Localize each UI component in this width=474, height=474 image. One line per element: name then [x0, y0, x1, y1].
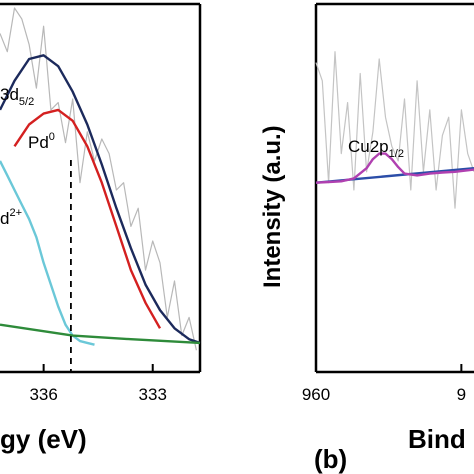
panel-a-tick-label-0: 336	[29, 385, 57, 404]
panel-b-tick-label-0: 960	[302, 385, 330, 404]
pd3d-label: 3d5/2	[0, 85, 34, 108]
panel-a-series-1	[0, 54, 201, 345]
panel-b: 960 9 Cu2p1/2 Intensity (a.u.) Bind (b)	[259, 2, 474, 474]
panel-b-x-title: Bind	[408, 424, 466, 454]
panel-b-y-title: Intensity (a.u.)	[259, 125, 286, 288]
cu2p-label: Cu2p1/2	[348, 137, 404, 160]
panel-a-x-title: gy (eV)	[0, 424, 87, 454]
panel-a-series-2	[13, 108, 162, 329]
panel-b-series-0	[315, 51, 474, 209]
panel-b-ticks: 960 9	[302, 364, 466, 404]
panel-a: 336 333 3d5/2 Pd0 d2+ gy (eV)	[0, 2, 202, 454]
panel-a-series-4	[0, 323, 201, 345]
panel-b-series-group	[315, 51, 474, 209]
pd2-label: d2+	[0, 207, 22, 228]
panel-b-label: (b)	[314, 444, 347, 474]
pd0-label: Pd0	[28, 131, 55, 152]
panel-a-series-group	[0, 7, 201, 351]
panel-b-tick-label-1: 9	[457, 385, 466, 404]
panel-a-series-0	[0, 7, 197, 351]
panel-a-ticks: 336 333	[29, 364, 167, 404]
panel-a-tick-label-1: 333	[139, 385, 167, 404]
panel-b-series-2	[315, 152, 474, 184]
panel-a-series-3	[0, 160, 95, 346]
